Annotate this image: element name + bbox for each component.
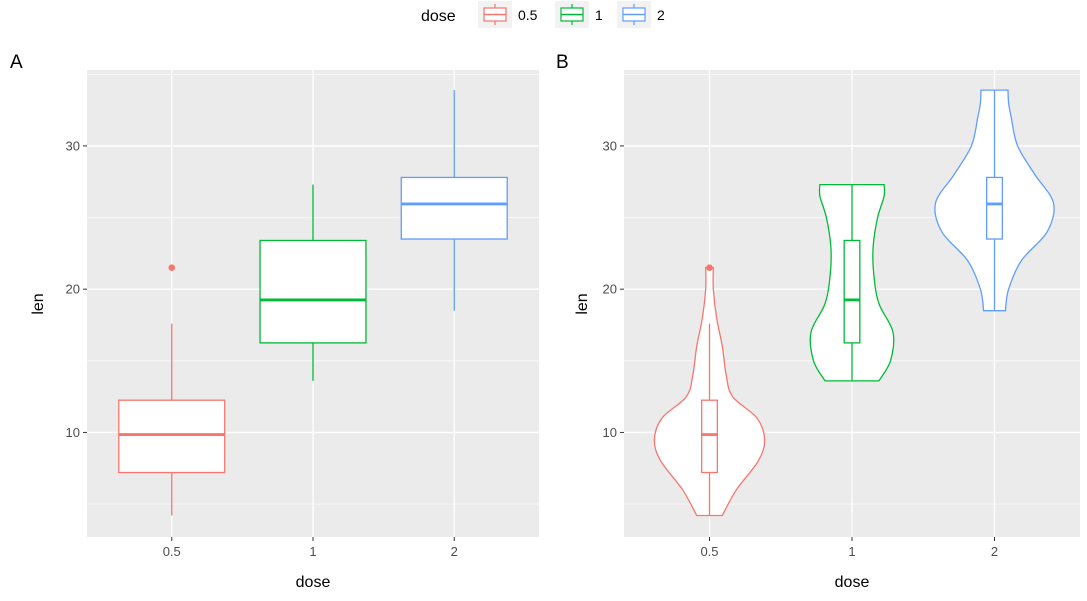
panel-b-x-tick-label: 2 — [991, 544, 998, 559]
panel-b-x-tick-label: 1 — [848, 544, 855, 559]
legend: dose 0.5 1 2 — [421, 1, 665, 28]
panel-a-x-axis-title: dose — [296, 574, 331, 591]
boxplot-2-box — [400, 90, 508, 311]
panel-b-ticks: 10 20 30 0.5 1 2 — [603, 138, 999, 559]
violin-0_5-inner-outlier-point — [706, 264, 713, 271]
legend-key-2: 2 — [617, 1, 665, 28]
panel-a-y-axis-title: len — [30, 293, 47, 314]
boxplot-0_5-box — [118, 264, 226, 516]
violin-0_5-inner-box — [701, 264, 718, 516]
boxplot-1-iqr-box — [259, 239, 367, 344]
panel-a-ticks: 10 20 30 0.5 1 2 — [66, 138, 458, 559]
panel-b-x-tick-label: 0.5 — [700, 544, 718, 559]
violin-2-inner-box — [986, 90, 1003, 311]
panel-b: B 10 20 30 0.5 1 2 dose len — [556, 52, 1080, 591]
panel-a-y-tick-label: 20 — [66, 282, 80, 297]
violin-2-inner-iqr-box — [986, 176, 1003, 240]
panel-a: A 10 20 30 0.5 1 2 dose len — [10, 52, 539, 591]
legend-keys: 0.5 1 2 — [478, 1, 665, 28]
violin-1-inner-iqr-box — [843, 239, 861, 344]
panel-b-y-tick-label: 10 — [603, 425, 617, 440]
legend-key-0_5: 0.5 — [478, 1, 538, 28]
panel-a-x-tick-label: 0.5 — [163, 544, 181, 559]
panel-a-marks — [118, 90, 508, 516]
panel-a-x-tick-label: 1 — [309, 544, 316, 559]
boxplot-0_5-outlier-point — [168, 264, 176, 271]
panel-b-y-tick-label: 20 — [603, 282, 617, 297]
legend-key-1: 1 — [555, 1, 603, 28]
panel-a-y-tick-label: 30 — [66, 138, 80, 153]
legend-title: dose — [421, 8, 456, 25]
panel-label-a: A — [10, 52, 23, 73]
panel-b-y-axis-title: len — [574, 293, 591, 314]
boxplot-1-box — [259, 184, 367, 381]
panel-b-x-axis-title: dose — [835, 574, 870, 591]
panel-b-marks — [653, 89, 1055, 517]
legend-label: 2 — [657, 7, 665, 23]
boxplot-2-iqr-box — [400, 176, 508, 240]
violin-0_5-inner-iqr-box — [701, 399, 718, 474]
panel-a-y-tick-label: 10 — [66, 425, 80, 440]
panel-a-x-tick-label: 2 — [451, 544, 458, 559]
legend-label: 0.5 — [518, 7, 538, 23]
legend-label: 1 — [595, 7, 603, 23]
boxplot-0_5-iqr-box — [118, 399, 226, 474]
panel-label-b: B — [556, 52, 569, 73]
violin-1-inner-box — [843, 184, 861, 381]
panel-b-y-tick-label: 30 — [603, 138, 617, 153]
